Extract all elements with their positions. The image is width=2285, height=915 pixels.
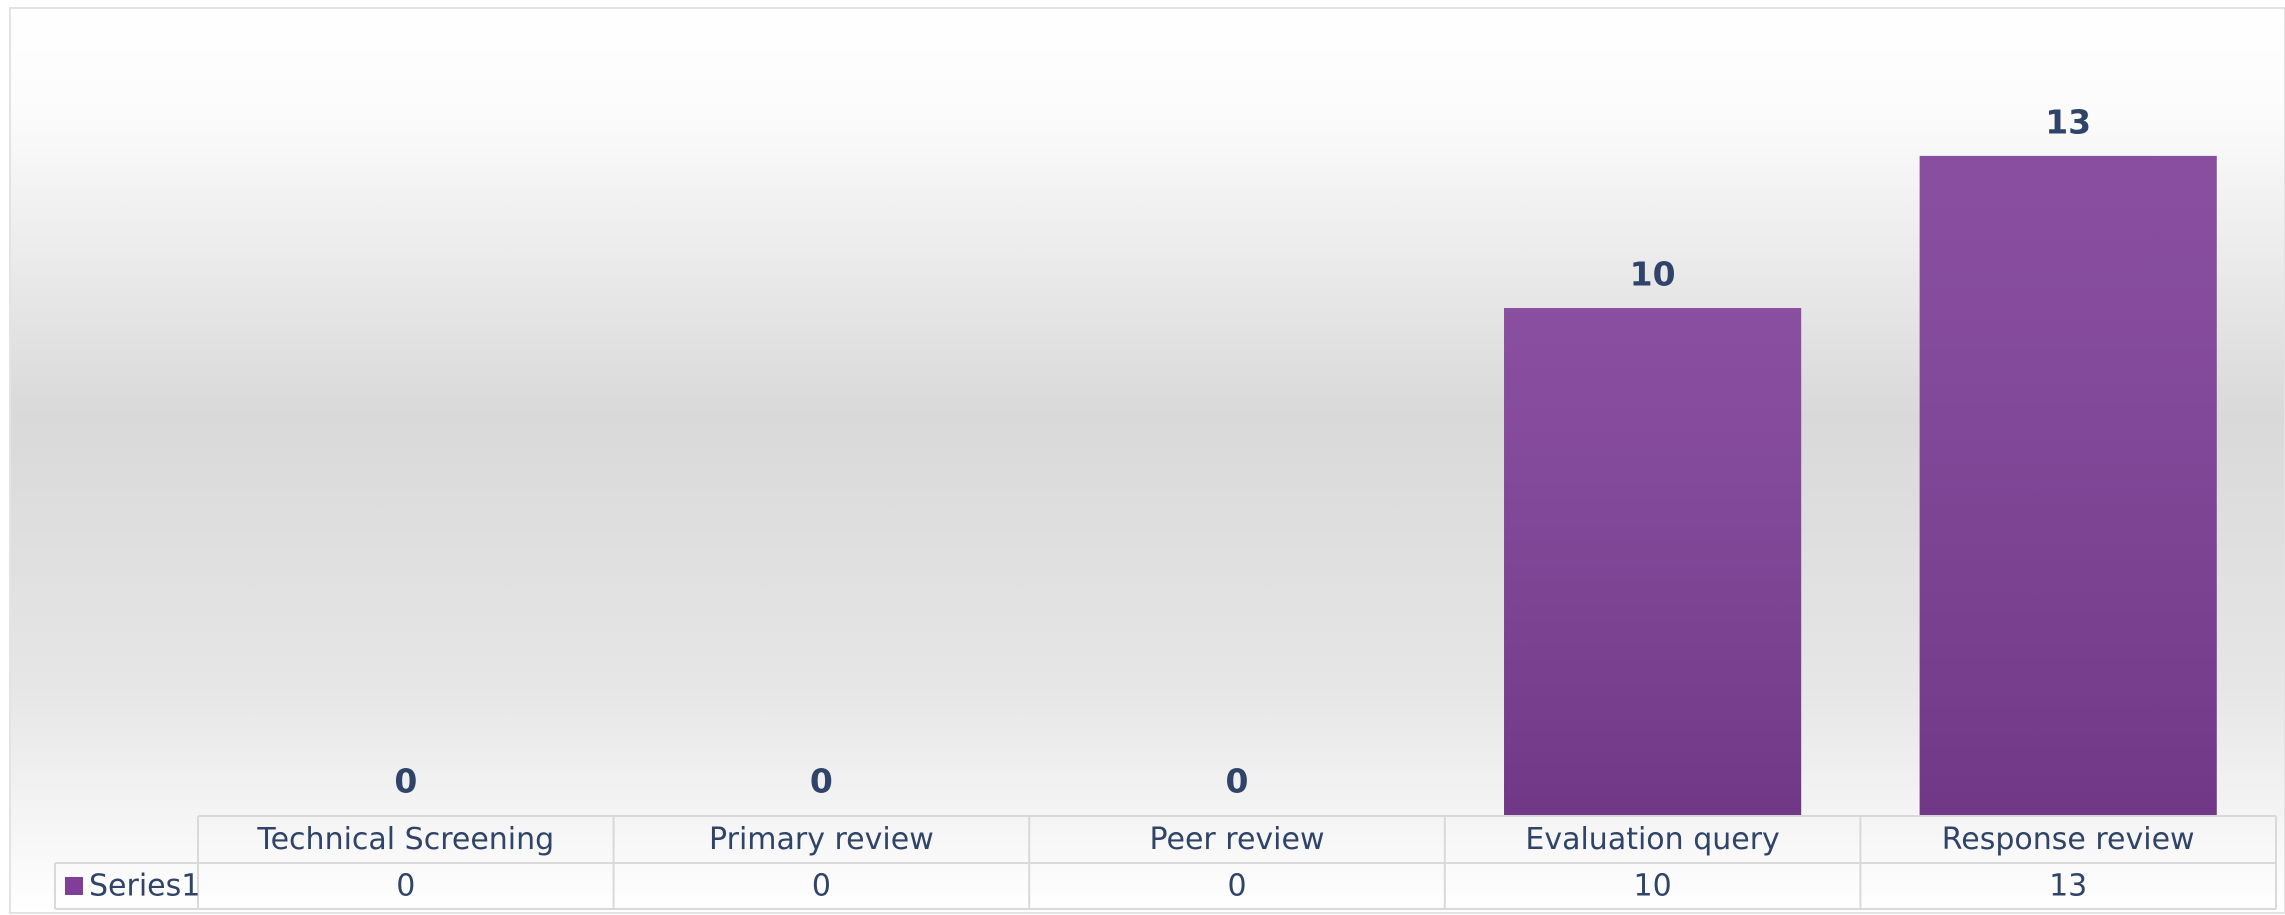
data-label: 0 (810, 762, 833, 801)
table-value: 0 (1227, 869, 1246, 904)
category-label: Peer review (1149, 822, 1324, 857)
data-label: 0 (394, 762, 417, 801)
plot-background (9, 7, 2285, 914)
bar-shade (1504, 308, 1802, 815)
table-value: 0 (396, 869, 415, 904)
table-value: 10 (1634, 869, 1672, 904)
category-label: Response review (1942, 822, 2195, 857)
category-label: Primary review (709, 822, 934, 857)
table-value: 0 (812, 869, 831, 904)
data-label: 10 (1630, 255, 1676, 294)
legend-label: Series1 (89, 869, 200, 904)
data-label: 13 (2045, 102, 2091, 141)
data-label: 0 (1226, 762, 1249, 801)
category-label: Evaluation query (1525, 822, 1779, 857)
table-value: 13 (2049, 869, 2087, 904)
category-label: Technical Screening (256, 822, 554, 857)
bar-shade (1919, 155, 2217, 816)
legend-key (65, 877, 83, 895)
